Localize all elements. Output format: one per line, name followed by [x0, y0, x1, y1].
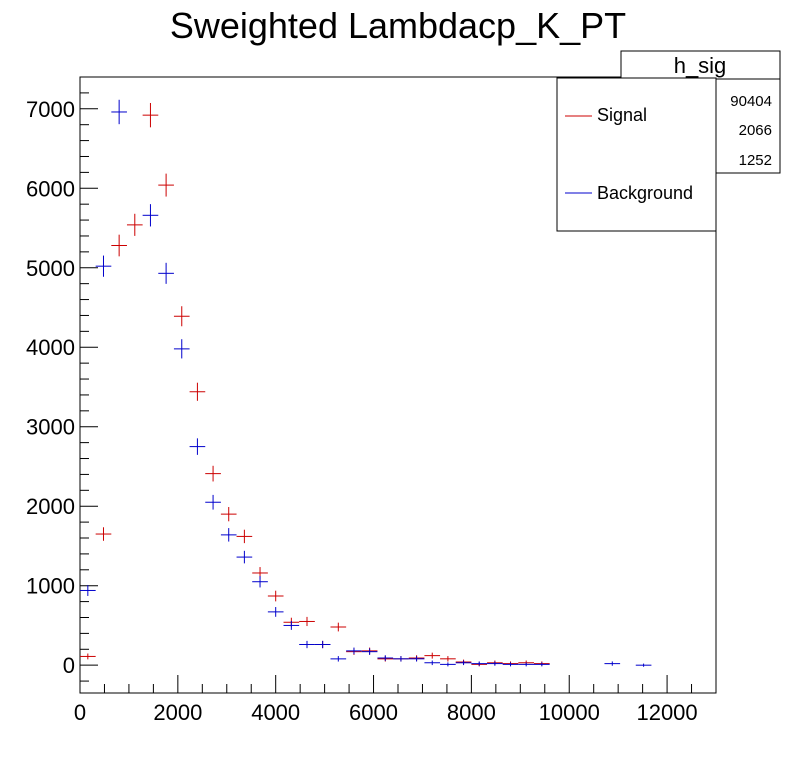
- x-tick-label: 10000: [539, 700, 600, 725]
- data-point-signal: [236, 529, 253, 544]
- stats-entries-value: 90404: [730, 93, 772, 110]
- data-point-background: [330, 656, 347, 662]
- data-point-background: [346, 647, 362, 655]
- data-point-signal: [424, 652, 441, 659]
- y-tick-label: 2000: [26, 494, 75, 519]
- data-point-signal: [142, 102, 159, 128]
- data-point-signal: [267, 590, 284, 602]
- y-tick-label: 6000: [26, 176, 75, 201]
- data-point-background: [173, 339, 190, 359]
- stats-stddev-value: 1252: [739, 152, 772, 169]
- data-point-signal: [205, 465, 221, 482]
- data-point-background: [95, 255, 112, 277]
- data-point-background: [393, 656, 409, 662]
- y-axis: 0 1000 2000 3000 4000 5000 6000 7000: [26, 76, 98, 682]
- data-point-background: [471, 661, 488, 666]
- data-point-background: [236, 550, 253, 564]
- data-point-background: [502, 662, 519, 667]
- data-point-signal: [299, 616, 315, 627]
- y-tick-label: 7000: [26, 97, 75, 122]
- data-point-signal: [126, 213, 143, 236]
- data-point-background: [518, 662, 535, 667]
- data-point-background: [534, 662, 550, 667]
- data-point-background: [361, 648, 378, 655]
- data-point-background: [142, 204, 159, 227]
- data-point-signal: [111, 234, 127, 257]
- data-point-background: [267, 607, 284, 617]
- x-tick-label: 0: [74, 700, 86, 725]
- x-tick-label: 2000: [153, 700, 202, 725]
- data-point-background: [635, 663, 652, 667]
- x-axis: 0 2000 4000 6000 8000 10000 12000: [74, 675, 717, 725]
- data-point-background: [111, 99, 127, 125]
- data-point-background: [299, 640, 315, 649]
- chart-title: Sweighted Lambdacp_K_PT: [170, 5, 626, 46]
- data-point-signal: [440, 656, 456, 662]
- data-point-signal: [330, 622, 347, 632]
- legend-frame: [556, 77, 717, 232]
- y-tick-label: 3000: [26, 415, 75, 440]
- data-point-background: [283, 621, 300, 630]
- data-point-signal: [158, 173, 174, 197]
- series-layer: [80, 99, 652, 667]
- data-point-background: [408, 656, 425, 662]
- data-point-background: [487, 661, 503, 666]
- data-point-background: [220, 528, 237, 542]
- data-point-background: [424, 660, 441, 666]
- data-point-background: [604, 661, 621, 666]
- data-point-background: [158, 262, 174, 284]
- data-point-background: [455, 660, 472, 666]
- y-tick-label: 0: [63, 653, 75, 678]
- data-point-background: [252, 576, 268, 588]
- x-tick-label: 12000: [636, 700, 697, 725]
- data-point-signal: [220, 507, 237, 522]
- series-background: [80, 99, 652, 667]
- data-point-signal: [189, 382, 206, 401]
- y-tick-label: 1000: [26, 574, 75, 599]
- data-point-signal: [173, 306, 190, 327]
- x-tick-label: 6000: [349, 700, 398, 725]
- x-tick-label: 4000: [251, 700, 300, 725]
- legend-background-label: Background: [597, 183, 693, 203]
- y-tick-label: 5000: [26, 256, 75, 281]
- data-point-background: [80, 584, 96, 596]
- data-point-background: [377, 655, 394, 661]
- x-tick-label: 8000: [447, 700, 496, 725]
- legend-signal-label: Signal: [597, 105, 647, 125]
- legend: Signal Background: [556, 77, 717, 232]
- data-point-background: [440, 662, 456, 667]
- stats-box-title: h_sig: [674, 53, 727, 78]
- data-point-background: [205, 494, 221, 510]
- stats-mean-value: 2066: [739, 122, 772, 139]
- y-tick-label: 4000: [26, 335, 75, 360]
- data-point-background: [314, 640, 331, 649]
- data-point-signal: [95, 527, 112, 541]
- data-point-signal: [80, 653, 96, 660]
- series-signal: [80, 102, 550, 667]
- data-point-background: [189, 438, 206, 455]
